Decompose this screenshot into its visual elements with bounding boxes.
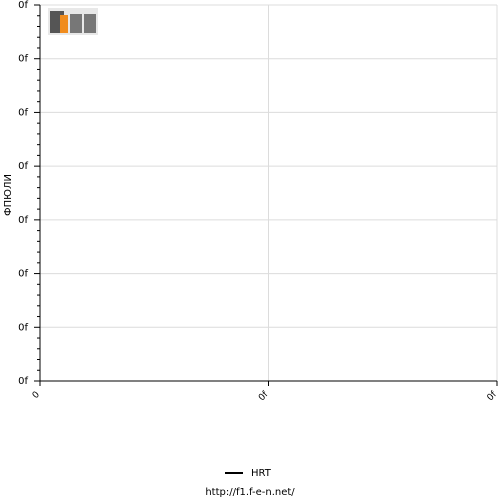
legend-label: HRT — [251, 468, 272, 479]
source: http://f1.f-e-n.net/ — [205, 487, 295, 498]
x-tick-label: 0f — [486, 389, 500, 403]
y-tick-label: 0f — [18, 54, 28, 65]
y-axis-label: ФПЮЛИ — [3, 174, 14, 216]
x-tick-label: 0 — [31, 390, 42, 401]
y-tick-label: 0f — [18, 215, 28, 226]
x-tick-label: 0f — [257, 389, 271, 403]
y-tick-label: 0f — [18, 0, 28, 11]
y-tick-label: 0f — [18, 376, 28, 387]
y-tick-label: 0f — [18, 107, 28, 118]
y-tick-label: 0f — [18, 322, 28, 333]
y-tick-label: 0f — [18, 269, 28, 280]
y-tick-label: 0f — [18, 161, 28, 172]
logo — [48, 8, 98, 35]
